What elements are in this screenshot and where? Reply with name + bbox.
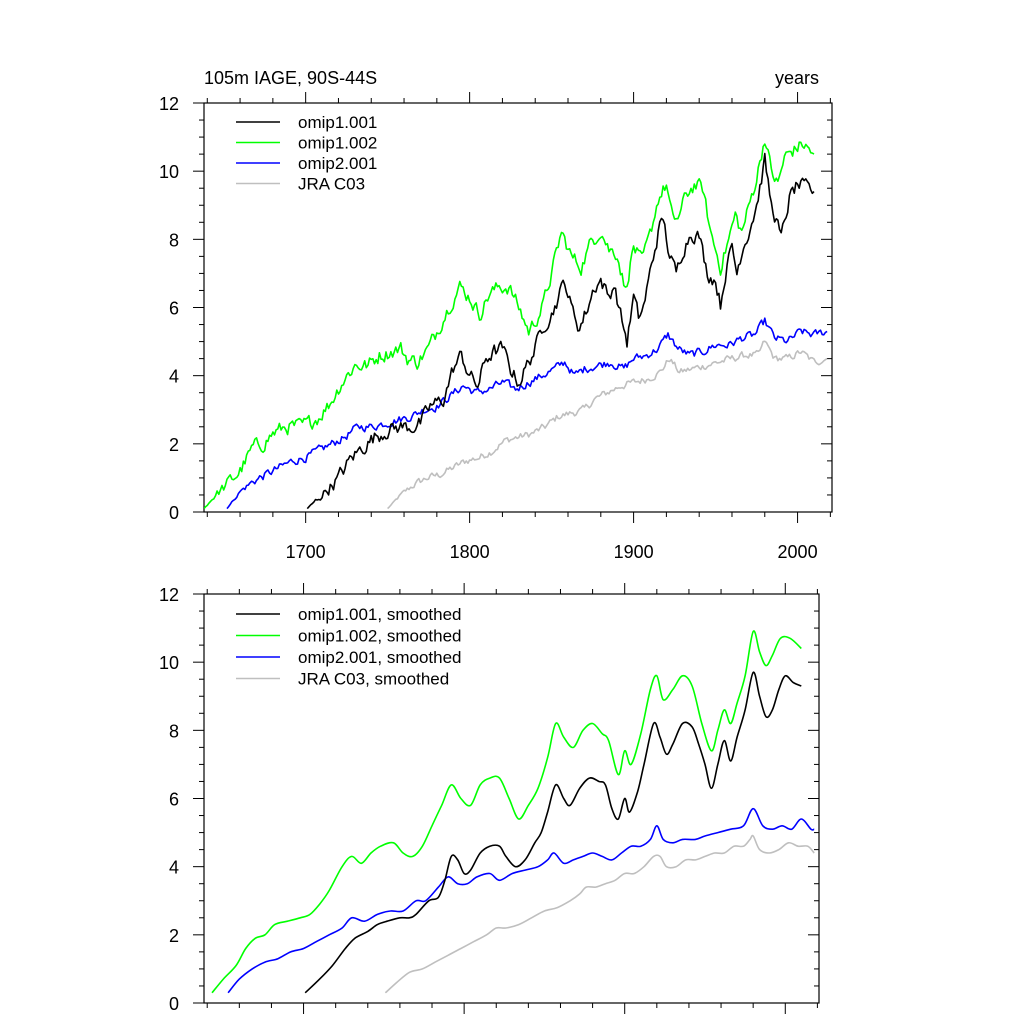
y-tick-label: 12: [159, 585, 179, 605]
plot-frame: [203, 593, 820, 1004]
series-line-jra-c03-smoothed: [384, 834, 815, 994]
x-tick-label: 1700: [286, 542, 326, 562]
y-tick-label: 10: [159, 162, 179, 182]
y-tick-label: 8: [169, 230, 179, 250]
plot1-title: 105m IAGE, 90S-44S: [204, 68, 377, 88]
legend-label: omip2.001, smoothed: [298, 648, 462, 667]
series-line-jra-c03: [387, 340, 828, 510]
y-tick-label: 8: [169, 721, 179, 741]
x-tick-label: 1900: [614, 542, 654, 562]
y-tick-label: 10: [159, 653, 179, 673]
series-line-omip1-002: [204, 141, 815, 510]
series-group: [204, 141, 828, 510]
legend-label: JRA C03, smoothed: [298, 670, 449, 689]
x-axis-ticks: [206, 92, 831, 523]
legend-label: omip1.002, smoothed: [298, 627, 462, 646]
x-tick-label: 2000: [778, 542, 818, 562]
y-tick-label: 4: [169, 367, 179, 387]
y-tick-label: 0: [169, 503, 179, 523]
series-line-omip2-001: [226, 317, 828, 510]
series-line-omip1-002-smoothed: [211, 630, 802, 994]
plot1-units: years: [775, 68, 819, 88]
series-line-omip1-001: [306, 152, 815, 510]
y-tick-label: 6: [169, 790, 179, 810]
y-tick-label: 12: [159, 94, 179, 114]
legend-label: JRA C03: [298, 175, 365, 194]
series-group: [211, 630, 815, 994]
panel-top: 1700 1800 1900 2000024681012omip1.001omip1.…: [159, 92, 833, 562]
series-line-omip1-001-smoothed: [304, 671, 802, 994]
y-tick-label: 0: [169, 994, 179, 1014]
x-axis-ticks: [206, 583, 818, 1014]
y-tick-label: 2: [169, 435, 179, 455]
y-tick-label: 2: [169, 926, 179, 946]
panel-bottom: 0 2 4 6 8 10 12 omip1.001, smoothed omip1.002, s…: [159, 583, 820, 1014]
legend-label: omip1.001, smoothed: [298, 605, 462, 624]
legend-label: omip2.001: [298, 154, 377, 173]
y-tick-label: 6: [169, 299, 179, 319]
legend-label: omip1.002: [298, 134, 377, 153]
y-axis-ticks: [193, 593, 819, 1004]
legend: omip1.001, smoothed omip1.002, smoothed om…: [236, 605, 462, 689]
x-tick-label: 1800: [450, 542, 490, 562]
y-tick-label: 4: [169, 858, 179, 878]
series-line-omip2-001-smoothed: [227, 807, 815, 994]
legend-label: omip1.001: [298, 113, 377, 132]
y-axis-ticks: [193, 102, 832, 513]
